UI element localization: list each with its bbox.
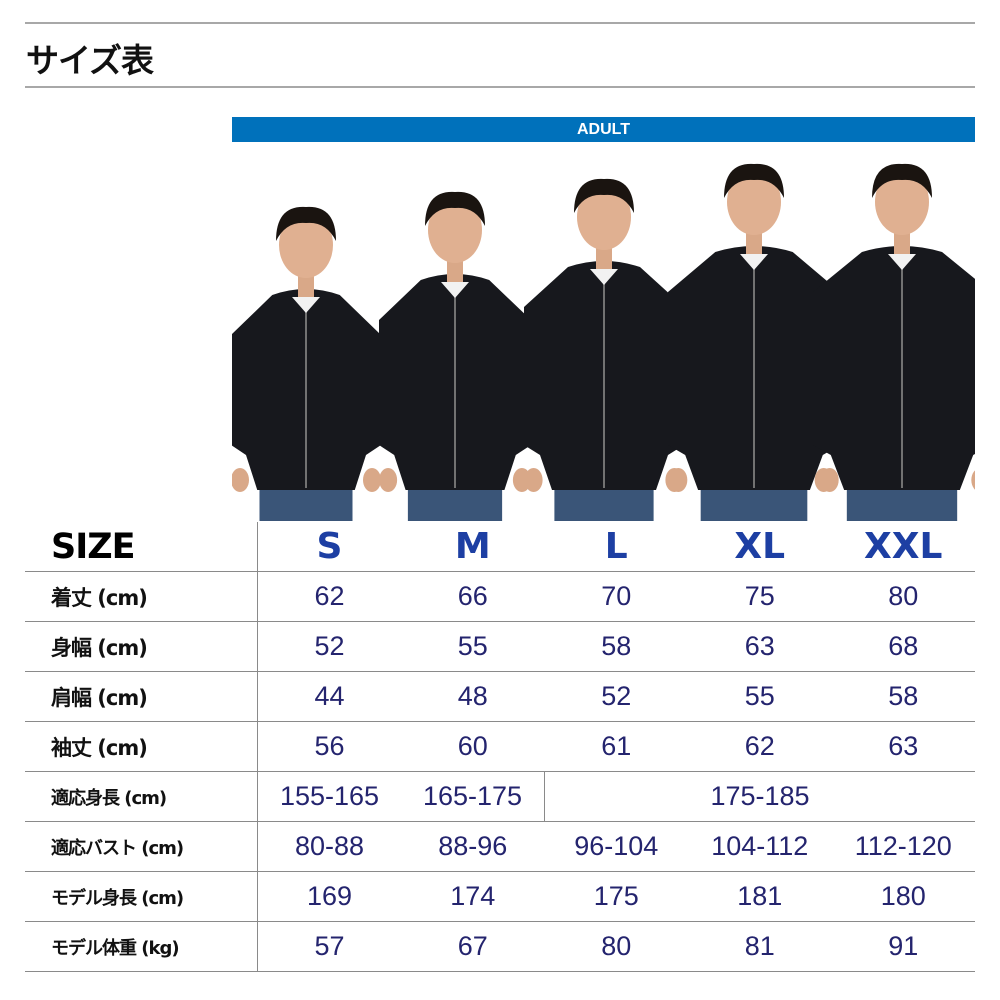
table-cell: 80 (831, 571, 975, 622)
title-divider (25, 86, 975, 88)
table-cell: 96-104 (544, 821, 688, 872)
table-cell: 52 (257, 621, 401, 672)
table-cell: 48 (401, 671, 545, 722)
size-l: L (544, 522, 688, 572)
page-title: サイズ表 (26, 41, 154, 80)
table-cell: 57 (257, 921, 401, 972)
model-figure (668, 163, 840, 521)
models-photo (232, 163, 975, 521)
table-cell: 80-88 (257, 821, 401, 872)
table-cell: 104-112 (688, 821, 832, 872)
table-cell: 62 (257, 571, 401, 622)
table-row: モデル身長 (cm) 169 174 175 181 180 (25, 871, 975, 922)
table-cell: 62 (688, 721, 832, 772)
table-row: 袖丈 (cm) 56 60 61 62 63 (25, 721, 975, 772)
size-s: S (257, 522, 401, 572)
table-cell: 60 (401, 721, 545, 772)
size-table: SIZE S M L XL XXL 着丈 (cm) 62 66 70 75 80 身幅 (c… (25, 522, 975, 972)
table-cell: 165-175 (401, 771, 545, 822)
table-cell: 58 (831, 671, 975, 722)
table-cell: 63 (688, 621, 832, 672)
model-figure (379, 191, 531, 521)
model-figure (813, 163, 975, 521)
table-cell: 80 (544, 921, 688, 972)
table-cell: 175 (544, 871, 688, 922)
table-cell: 55 (688, 671, 832, 722)
table-cell: 70 (544, 571, 688, 622)
table-row: 適応身長 (cm) 155-165 165-175 175-185 (25, 771, 975, 822)
table-row: 適応バスト (cm) 80-88 88-96 96-104 104-112 112-120 (25, 821, 975, 872)
row-label: 着丈 (cm) (25, 571, 258, 622)
size-m: M (401, 522, 545, 572)
table-cell: 169 (257, 871, 401, 922)
size-header-row: SIZE S M L XL XXL (25, 522, 975, 572)
table-cell: 155-165 (257, 771, 401, 822)
table-cell: 67 (401, 921, 545, 972)
table-cell: 63 (831, 721, 975, 772)
size-xl: XL (688, 522, 832, 572)
row-label: モデル身長 (cm) (25, 871, 258, 922)
model-figure (232, 206, 381, 521)
size-xxl: XXL (831, 522, 975, 572)
row-label: 肩幅 (cm) (25, 671, 258, 722)
row-label: モデル体重 (kg) (25, 921, 258, 972)
table-cell: 181 (688, 871, 832, 922)
table-cell: 75 (688, 571, 832, 622)
row-label: 適応身長 (cm) (25, 771, 258, 822)
table-cell: 61 (544, 721, 688, 772)
model-figure (524, 178, 684, 521)
table-cell: 66 (401, 571, 545, 622)
table-cell: 56 (257, 721, 401, 772)
row-label: 身幅 (cm) (25, 621, 258, 672)
table-cell: 44 (257, 671, 401, 722)
table-cell: 58 (544, 621, 688, 672)
top-divider (25, 22, 975, 24)
table-cell: 68 (831, 621, 975, 672)
table-row: 身幅 (cm) 52 55 58 63 68 (25, 621, 975, 672)
table-row: 肩幅 (cm) 44 48 52 55 58 (25, 671, 975, 722)
table-cell: 55 (401, 621, 545, 672)
size-header-label: SIZE (25, 522, 258, 572)
table-row: モデル体重 (kg) 57 67 80 81 91 (25, 921, 975, 972)
table-cell: 91 (831, 921, 975, 972)
table-cell: 112-120 (831, 821, 975, 872)
table-row: 着丈 (cm) 62 66 70 75 80 (25, 571, 975, 622)
row-label: 袖丈 (cm) (25, 721, 258, 772)
table-cell: 81 (688, 921, 832, 972)
table-cell: 180 (831, 871, 975, 922)
row-label: 適応バスト (cm) (25, 821, 258, 872)
table-cell: 88-96 (401, 821, 545, 872)
adult-band: ADULT (232, 117, 975, 142)
table-cell: 174 (401, 871, 545, 922)
table-cell: 175-185 (544, 771, 975, 822)
table-cell: 52 (544, 671, 688, 722)
